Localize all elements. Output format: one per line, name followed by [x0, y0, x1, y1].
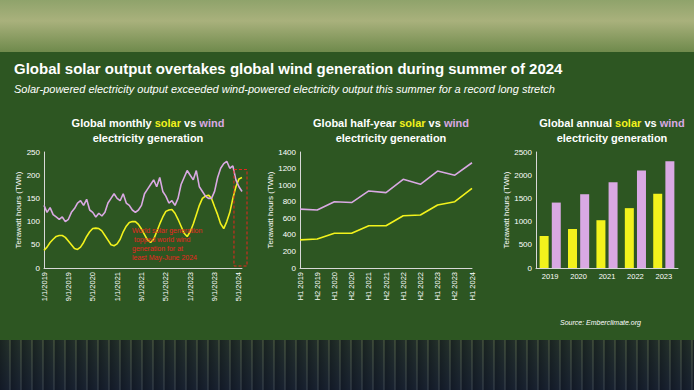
svg-text:Global: Global [539, 117, 573, 129]
svg-text:5/1/2020: 5/1/2020 [88, 272, 97, 301]
svg-text:topped world wind: topped world wind [132, 236, 192, 244]
svg-text:H1 2023: H1 2023 [433, 272, 442, 300]
svg-text:150: 150 [27, 194, 41, 203]
svg-text:vs: vs [644, 117, 656, 129]
svg-text:H2 2019: H2 2019 [313, 272, 322, 300]
svg-text:2022: 2022 [627, 272, 644, 281]
svg-text:Global: Global [313, 117, 347, 129]
svg-text:0: 0 [36, 264, 41, 273]
svg-text:solar: solar [615, 117, 642, 129]
svg-text:wind: wind [659, 117, 685, 129]
svg-text:1200: 1200 [278, 164, 296, 173]
svg-text:electricity: electricity [336, 132, 388, 144]
svg-text:250: 250 [27, 148, 41, 157]
svg-text:800: 800 [283, 197, 297, 206]
svg-text:Terawatt hours (TWh): Terawatt hours (TWh) [502, 171, 511, 248]
svg-text:2000: 2000 [514, 171, 532, 180]
svg-text:1000: 1000 [278, 181, 296, 190]
svg-text:H2 2023: H2 2023 [450, 272, 459, 300]
svg-text:H1 2020: H1 2020 [330, 272, 339, 300]
svg-text:200: 200 [283, 247, 297, 256]
svg-text:1/1/2019: 1/1/2019 [40, 272, 49, 301]
svg-text:wind: wind [198, 117, 224, 129]
svg-text:half-year: half-year [350, 117, 397, 129]
svg-text:Global: Global [72, 117, 106, 129]
svg-text:1/1/2021: 1/1/2021 [113, 272, 122, 301]
svg-text:solar: solar [399, 117, 426, 129]
svg-text:annual: annual [577, 117, 612, 129]
svg-text:Terawatt hours (TWh): Terawatt hours (TWh) [14, 171, 23, 248]
svg-text:H2 2021: H2 2021 [382, 272, 391, 300]
svg-text:9/1/2023: 9/1/2023 [210, 272, 219, 301]
svg-text:0: 0 [292, 264, 297, 273]
svg-text:generation: generation [611, 132, 668, 144]
svg-text:solar: solar [155, 117, 182, 129]
svg-text:H2 2020: H2 2020 [347, 272, 356, 300]
svg-text:2020: 2020 [570, 272, 587, 281]
svg-text:2021: 2021 [599, 272, 616, 281]
svg-text:5/1/2022: 5/1/2022 [161, 272, 170, 301]
svg-text:Source: Emberclimate.org: Source: Emberclimate.org [560, 319, 641, 327]
svg-text:vs: vs [429, 117, 441, 129]
svg-text:9/1/2021: 9/1/2021 [137, 272, 146, 301]
html-text:Global solar output overtakes: Global solar output overtakes global win… [14, 60, 563, 77]
svg-text:generation: generation [147, 132, 204, 144]
svg-text:2500: 2500 [514, 148, 532, 157]
svg-text:electricity: electricity [557, 132, 609, 144]
svg-text:50: 50 [31, 240, 40, 249]
svg-text:monthly: monthly [109, 117, 153, 129]
svg-text:Terawatt hours (TWh): Terawatt hours (TWh) [266, 171, 275, 248]
svg-text:600: 600 [283, 214, 297, 223]
svg-text:least May-June 2024: least May-June 2024 [132, 254, 197, 262]
svg-text:vs: vs [184, 117, 196, 129]
svg-text:500: 500 [519, 240, 533, 249]
svg-text:1/1/2023: 1/1/2023 [186, 272, 195, 301]
svg-text:200: 200 [27, 171, 41, 180]
svg-text:1400: 1400 [278, 148, 296, 157]
svg-text:generation: generation [390, 132, 447, 144]
svg-text:H1 2019: H1 2019 [296, 272, 305, 300]
svg-text:2023: 2023 [655, 272, 672, 281]
svg-text:H2 2022: H2 2022 [416, 272, 425, 300]
svg-text:H1 2021: H1 2021 [364, 272, 373, 300]
svg-text:0: 0 [528, 264, 533, 273]
svg-text:1000: 1000 [514, 217, 532, 226]
svg-text:1500: 1500 [514, 194, 532, 203]
svg-text:electricity: electricity [93, 132, 145, 144]
svg-text:100: 100 [27, 217, 41, 226]
svg-text:5/1/2024: 5/1/2024 [234, 272, 243, 301]
svg-text:H1 2022: H1 2022 [399, 272, 408, 300]
svg-text:generation for at: generation for at [132, 245, 185, 253]
html-text:Solar-powered electricity outp: Solar-powered electricity output exceede… [14, 83, 555, 95]
svg-text:2019: 2019 [542, 272, 559, 281]
svg-text:wind: wind [443, 117, 469, 129]
svg-text:World solar generation: World solar generation [132, 227, 202, 235]
svg-text:9/1/2019: 9/1/2019 [64, 272, 73, 301]
svg-text:H1 2024: H1 2024 [468, 272, 477, 300]
svg-text:400: 400 [283, 230, 297, 239]
